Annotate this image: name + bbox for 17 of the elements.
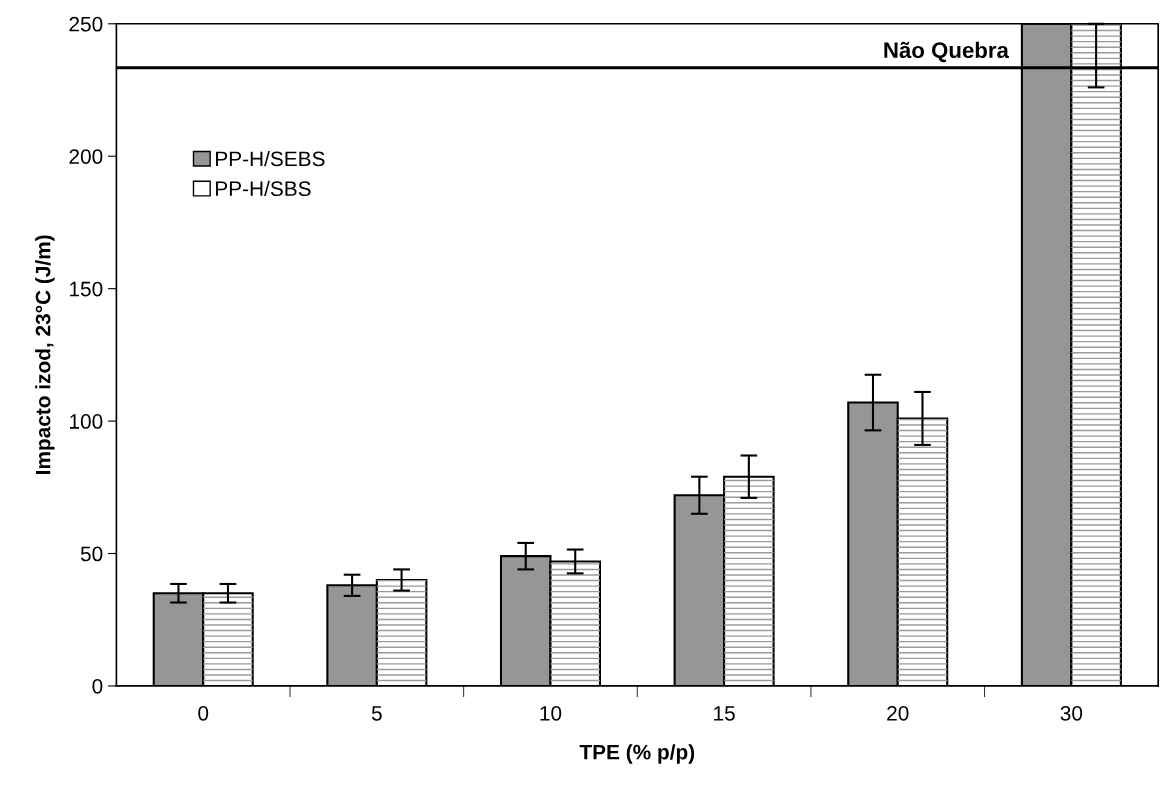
x-tick-label: 20 [887,705,909,721]
y-tick-label: 100 [70,414,103,429]
y-axis-title: Impacto izod, 23°C (J/m) [35,235,55,474]
legend-label: PP-H/SBS [216,180,311,197]
y-tick-label: 50 [80,546,103,562]
y-tick-label: 150 [70,281,103,297]
y-tick-label: 250 [69,16,103,32]
x-tick-label: 5 [371,706,382,721]
x-tick-label: 0 [198,705,209,721]
x-tick-label: 30 [1060,705,1083,721]
y-tick-label: 0 [92,678,103,694]
x-axis-title: TPE (% p/p) [579,744,695,764]
legend-label: PP-H/SEBS [216,150,325,167]
x-tick-label: 15 [714,706,735,721]
ref-line-label: Não Quebra [884,41,1010,63]
y-tick-label: 200 [69,149,103,164]
x-tick-label: 10 [540,705,562,721]
